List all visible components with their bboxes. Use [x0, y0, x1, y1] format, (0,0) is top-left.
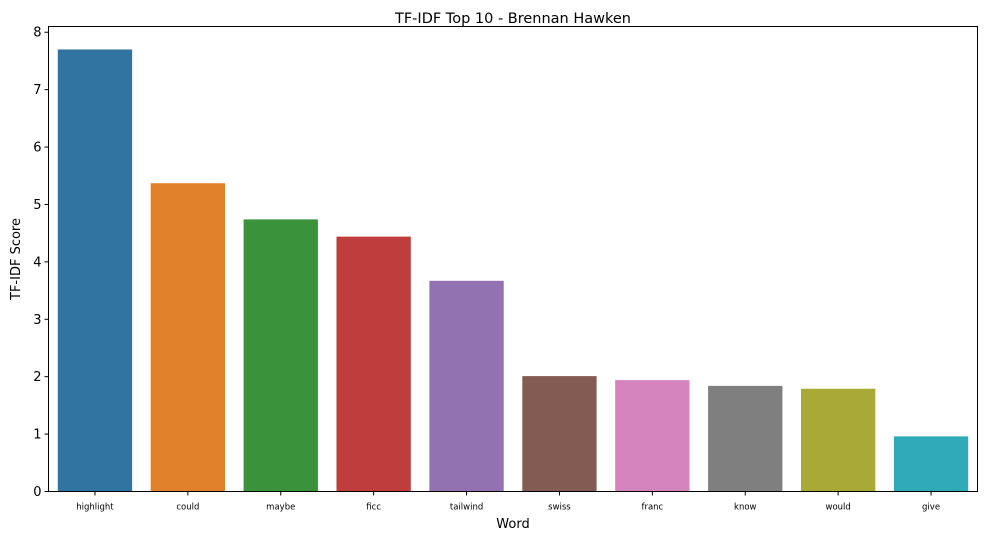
bars-group	[57, 49, 969, 492]
y-tick-label: 7	[33, 83, 41, 98]
y-tick-label: 0	[33, 485, 41, 500]
x-tick-label: would	[826, 503, 851, 513]
y-tick-label: 2	[33, 370, 41, 385]
y-axis-label: TF-IDF Score	[9, 218, 24, 301]
bar-could	[150, 183, 226, 492]
bar-give	[893, 436, 969, 492]
bar-franc	[615, 380, 690, 492]
y-tick-label: 1	[33, 428, 41, 443]
x-axis: highlight could maybe ficc tailwind swiss fran…	[76, 491, 940, 513]
y-tick-label: 8	[33, 26, 41, 41]
bar-swiss	[522, 376, 597, 492]
x-tick-label: could	[176, 503, 199, 513]
x-tick-label: know	[734, 503, 757, 513]
x-axis-label: Word	[496, 517, 529, 532]
x-tick-label: highlight	[76, 503, 114, 513]
bar-would	[800, 388, 876, 492]
bar-tailwind	[429, 280, 504, 492]
chart-title: TF-IDF Top 10 - Brennan Hawken	[394, 11, 631, 27]
y-axis: 0 1 2 3 4 5 6 7 8	[33, 26, 49, 500]
bar-maybe	[243, 219, 318, 492]
bar-know	[708, 385, 783, 492]
y-tick-label: 5	[33, 198, 41, 213]
y-tick-label: 4	[33, 255, 41, 270]
bar-highlight	[57, 49, 133, 492]
x-tick-label: swiss	[548, 503, 571, 513]
x-tick-label: give	[922, 503, 940, 513]
x-tick-label: maybe	[266, 503, 295, 513]
x-tick-label: tailwind	[450, 503, 483, 513]
bar-ficc	[336, 236, 411, 492]
x-tick-label: ficc	[366, 503, 381, 513]
plot-frame	[48, 26, 978, 492]
y-tick-label: 6	[33, 141, 41, 156]
y-tick-label: 3	[33, 313, 41, 328]
x-tick-label: franc	[641, 503, 663, 513]
